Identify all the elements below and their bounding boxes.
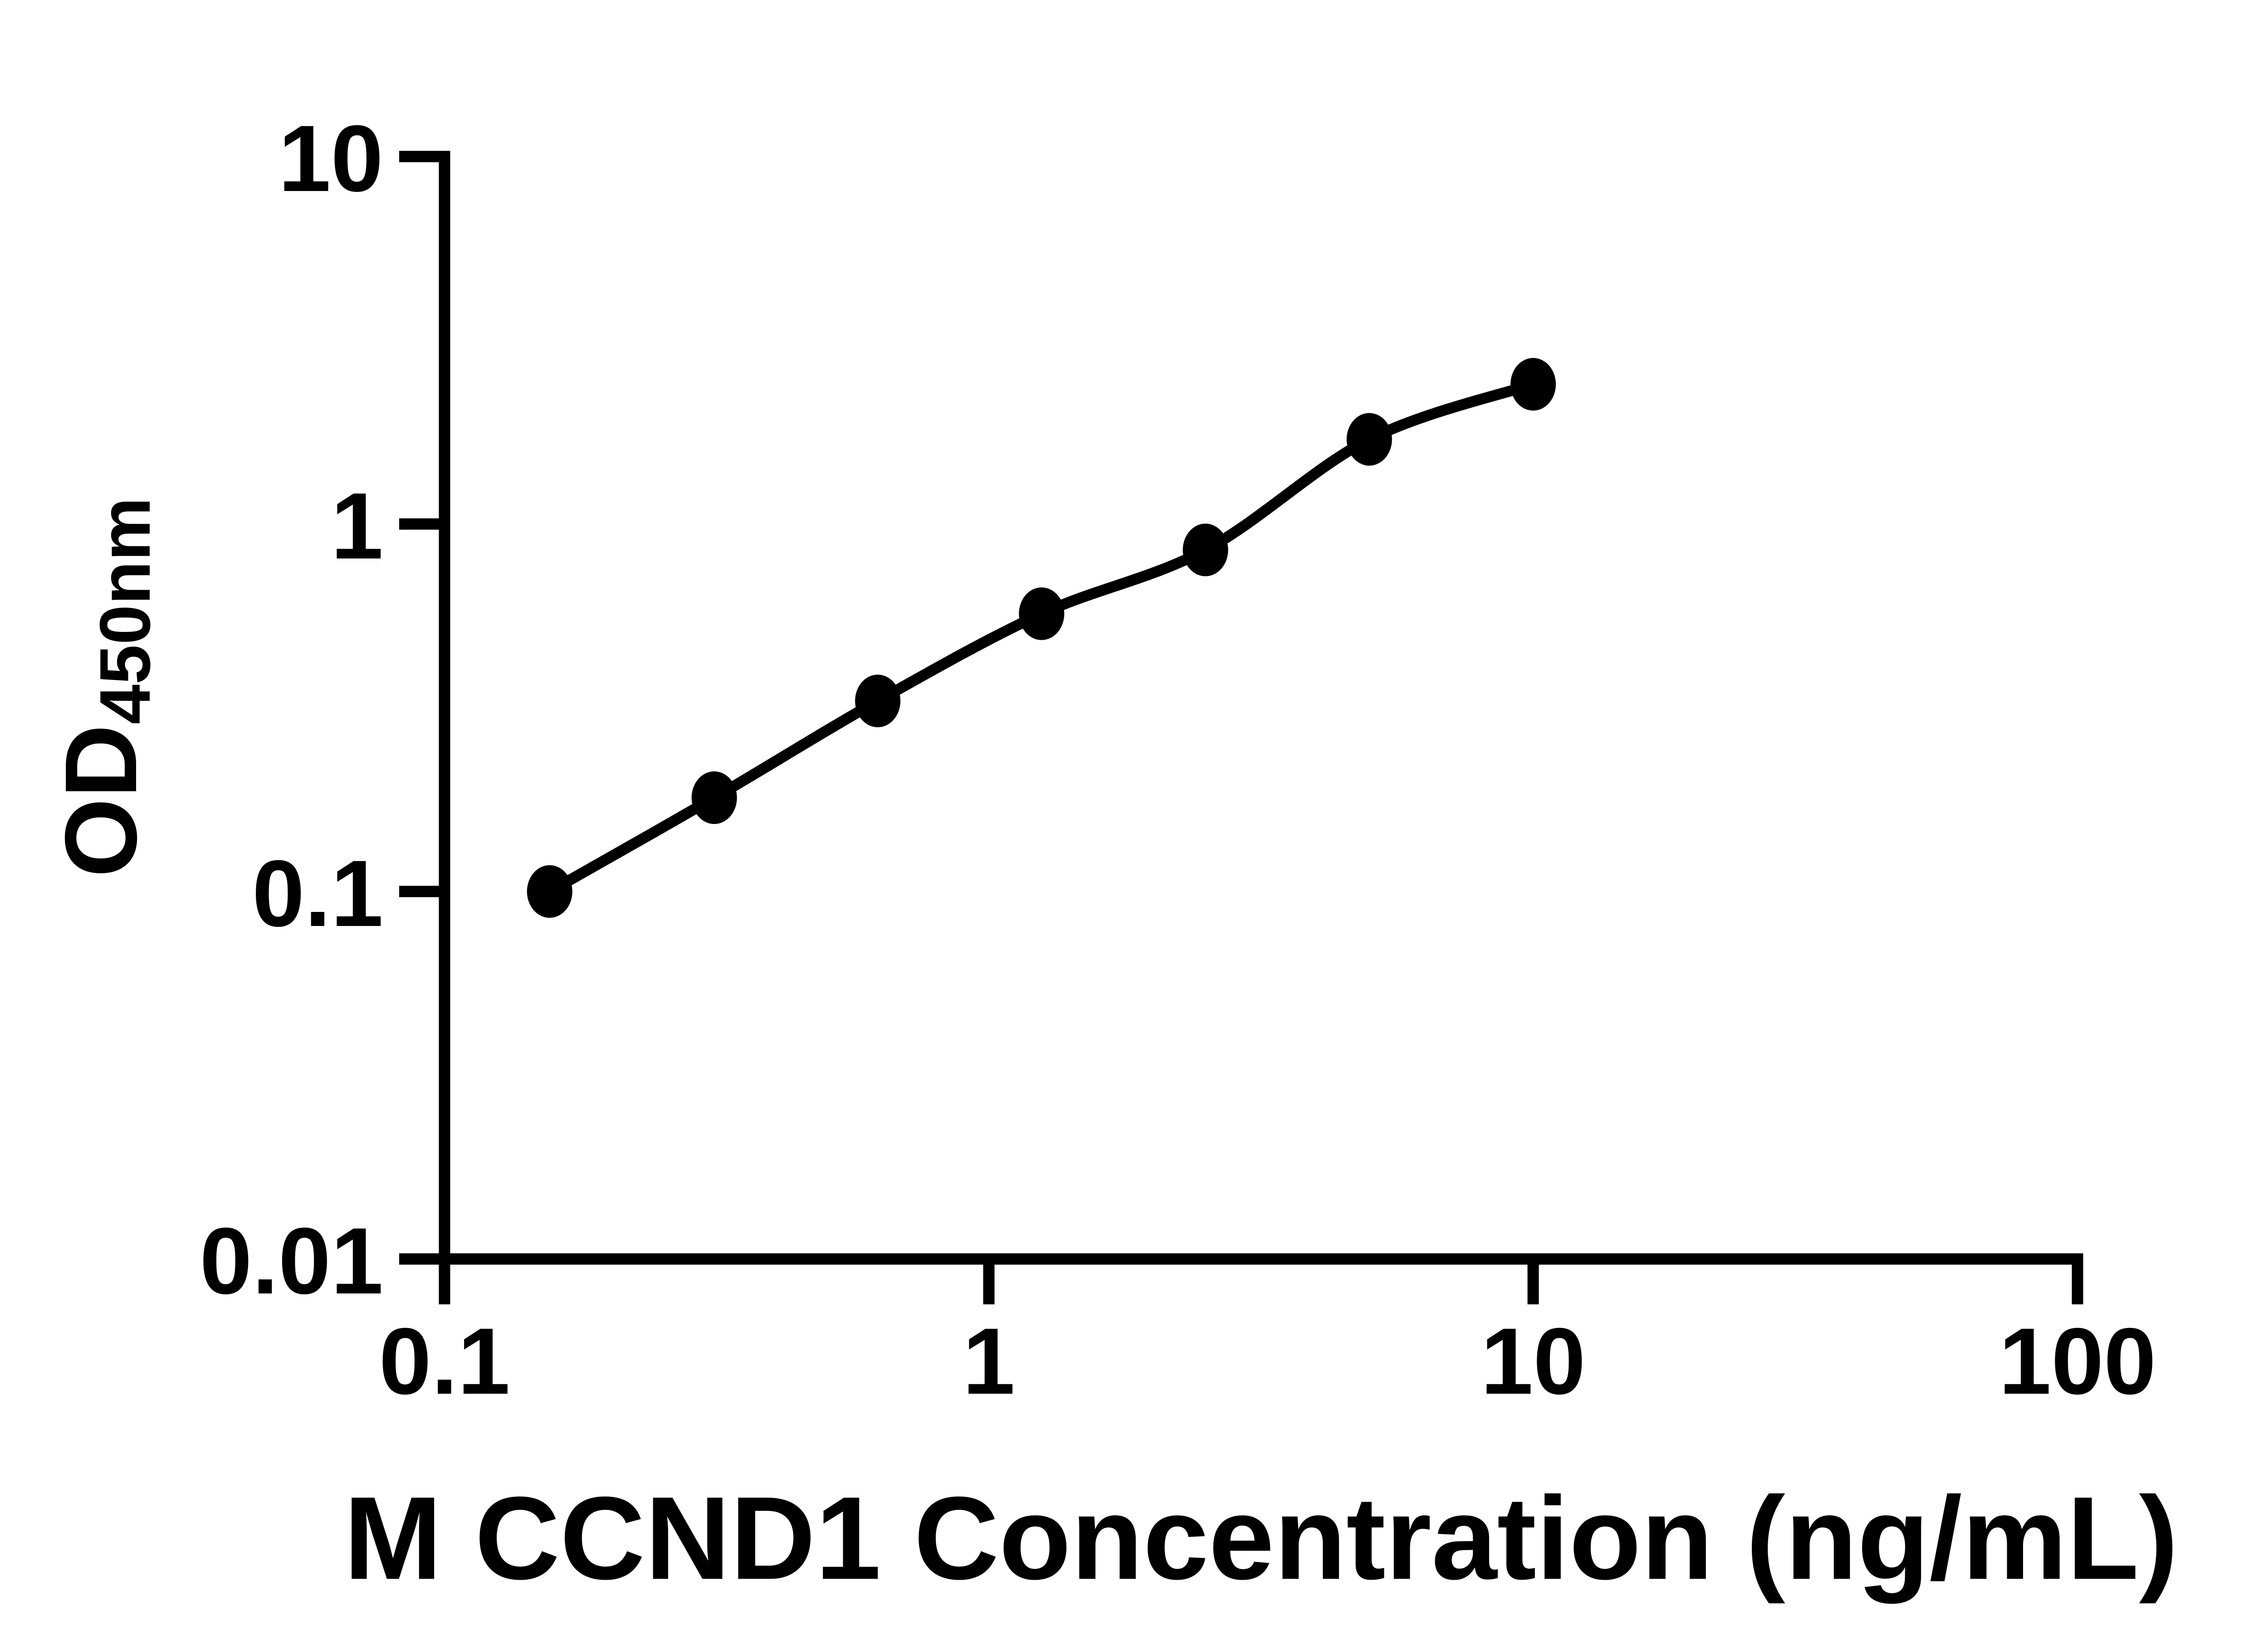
y-axis-title: OD450nm [44, 497, 165, 877]
x-tick-label: 0.1 [379, 1309, 510, 1414]
y-tick-label: 10 [279, 106, 383, 211]
data-point-6 [1346, 413, 1392, 466]
y-tick-label: 1 [331, 474, 383, 579]
data-point-3 [855, 675, 901, 728]
data-point-4 [1019, 587, 1065, 640]
y-axis-title-main: OD [44, 725, 158, 878]
data-point-5 [1183, 524, 1228, 577]
x-tick-label: 10 [1481, 1309, 1585, 1414]
x-tick-label: 1 [963, 1309, 1015, 1414]
x-tick-label: 100 [1999, 1309, 2156, 1414]
axes [399, 151, 2083, 1304]
x-axis-title: M CCND1 Concentration (ng/mL) [344, 1473, 2178, 1605]
y-tick-label: 0.1 [252, 841, 383, 946]
data-point-7 [1510, 358, 1556, 411]
y-tick-label: 0.01 [200, 1209, 383, 1314]
data-point-2 [691, 771, 737, 824]
data-point-1 [527, 865, 572, 918]
data-series [527, 358, 1556, 918]
y-axis-title-subscript: 450nm [85, 497, 165, 725]
